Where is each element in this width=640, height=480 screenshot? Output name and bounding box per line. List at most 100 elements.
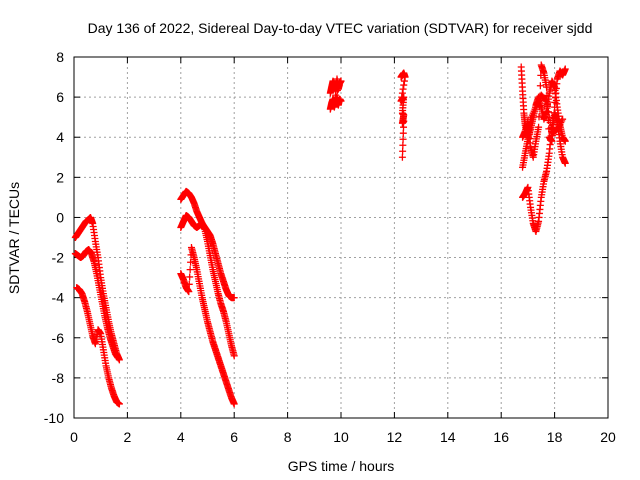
- data-point-interp: [335, 82, 343, 90]
- data-point-interp: [90, 256, 98, 264]
- x-tick-label: 4: [177, 429, 185, 445]
- x-tick-label: 6: [230, 429, 238, 445]
- data-point-interp: [523, 131, 531, 139]
- data-point-interp: [546, 119, 554, 127]
- data-point-interp: [399, 85, 407, 93]
- data-point-interp: [333, 86, 341, 94]
- data-point-interp: [557, 119, 565, 127]
- data-point-interp: [88, 218, 96, 226]
- data-point-interp: [99, 343, 107, 351]
- data-point-interp: [184, 287, 192, 295]
- data-point-interp: [400, 81, 408, 89]
- x-tick-label: 12: [387, 429, 403, 445]
- x-tick-label: 8: [284, 429, 292, 445]
- y-axis-title: SDTVAR / TECUs: [6, 182, 22, 294]
- data-point-interp: [198, 291, 206, 299]
- data-point-interp: [518, 83, 526, 91]
- x-tick-label: 10: [333, 429, 349, 445]
- data-point-interp: [186, 266, 194, 274]
- y-tick-label: -2: [52, 250, 65, 266]
- series-arc3: [73, 284, 123, 408]
- data-point-interp: [553, 80, 561, 88]
- data-point-interp: [230, 399, 238, 407]
- data-point-interp: [206, 326, 214, 334]
- y-tick-label: -6: [52, 330, 65, 346]
- data-point-interp: [86, 318, 94, 326]
- data-point-interp: [534, 219, 542, 227]
- data-point-interp: [558, 151, 566, 159]
- data-point-interp: [187, 258, 195, 266]
- data-point-interp: [224, 328, 232, 336]
- data-point-interp: [203, 236, 211, 244]
- x-tick-label: 20: [600, 429, 616, 445]
- y-tick-label: 6: [56, 89, 64, 105]
- data-point-interp: [536, 82, 544, 90]
- series-arc12: [517, 63, 567, 141]
- data-point-interp: [186, 273, 194, 281]
- data-point-interp: [95, 281, 103, 289]
- data-point-interp: [541, 95, 549, 103]
- data-point-interp: [531, 140, 539, 148]
- data-point-interp: [521, 152, 529, 160]
- data-point-interp: [230, 350, 238, 358]
- data-point-interp: [92, 268, 100, 276]
- data-point-interp: [80, 296, 88, 304]
- data-point-interp: [542, 96, 550, 104]
- data-point-interp: [91, 338, 99, 346]
- data-point-interp: [107, 382, 115, 390]
- data-point-interp: [114, 353, 122, 361]
- data-point-interp: [337, 77, 345, 85]
- data-point-interp: [544, 108, 552, 116]
- data-point-interp: [529, 217, 537, 225]
- data-point: [398, 153, 406, 161]
- data-points: [71, 61, 569, 408]
- y-tick-label: -8: [52, 370, 65, 386]
- data-point-interp: [547, 124, 555, 132]
- y-tick-label: 2: [56, 169, 64, 185]
- data-point-interp: [222, 316, 230, 324]
- x-tick-label: 16: [493, 429, 509, 445]
- data-point-interp: [203, 316, 211, 324]
- data-point-interp: [558, 117, 566, 125]
- x-tick-label: 14: [440, 429, 456, 445]
- data-point-interp: [102, 359, 110, 367]
- x-tick-labels: 0 2 4 6 8 10 12 14 16 18 20: [70, 429, 616, 445]
- series-arc6: [177, 244, 238, 408]
- data-point-interp: [550, 109, 558, 117]
- y-tick-label: 8: [56, 49, 64, 65]
- data-point-interp: [192, 264, 200, 272]
- data-point-interp: [537, 197, 545, 205]
- x-tick-label: 18: [547, 429, 563, 445]
- data-point-interp: [115, 400, 123, 408]
- data-point-interp: [526, 118, 534, 126]
- series-arc8: [397, 69, 409, 161]
- data-point-interp: [206, 249, 214, 257]
- chart-title: Day 136 of 2022, Sidereal Day-to-day VTE…: [88, 20, 593, 36]
- data-point-interp: [521, 119, 529, 127]
- data-point-interp: [208, 263, 216, 271]
- data-point-interp: [208, 238, 216, 246]
- data-point-interp: [88, 330, 96, 338]
- data-point-interp: [200, 224, 208, 232]
- data-point-interp: [216, 268, 224, 276]
- data-point-interp: [534, 126, 542, 134]
- data-point-interp: [539, 68, 547, 76]
- series-arc2: [71, 246, 122, 362]
- data-point-interp: [561, 137, 569, 145]
- axis-ticks: [73, 56, 609, 419]
- data-point-interp: [561, 158, 569, 166]
- y-tick-labels: -10 -8 -6 -4 -2 0 2 4 6 8: [44, 49, 64, 426]
- data-point-interp: [399, 141, 407, 149]
- data-point-interp: [337, 97, 345, 105]
- data-point-interp: [195, 277, 203, 285]
- data-point-interp: [399, 135, 407, 143]
- data-point-interp: [91, 235, 99, 243]
- x-axis-title: GPS time / hours: [288, 458, 395, 474]
- y-tick-label: -4: [52, 290, 65, 306]
- y-tick-label: -10: [44, 410, 64, 426]
- data-point-interp: [561, 66, 569, 74]
- data-point-interp: [100, 309, 108, 317]
- data-point-interp: [542, 81, 550, 89]
- x-tick-label: 0: [70, 429, 78, 445]
- data-point-interp: [400, 123, 408, 131]
